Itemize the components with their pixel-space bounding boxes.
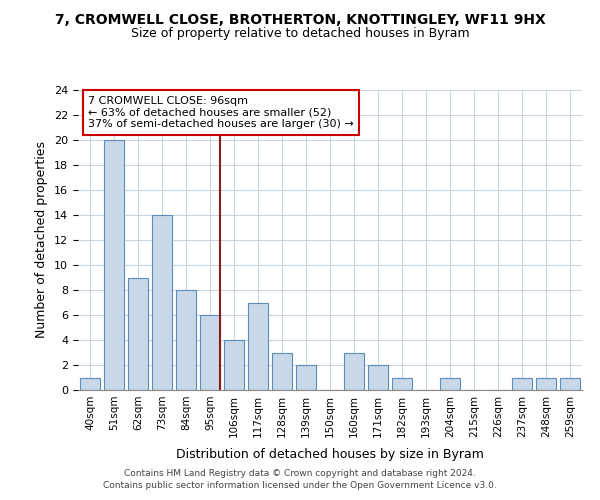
Bar <box>440 378 460 390</box>
Bar <box>248 302 268 390</box>
Bar <box>368 365 388 390</box>
Bar <box>224 340 244 390</box>
Bar <box>296 365 316 390</box>
Y-axis label: Number of detached properties: Number of detached properties <box>35 142 49 338</box>
Text: Contains HM Land Registry data © Crown copyright and database right 2024.
Contai: Contains HM Land Registry data © Crown c… <box>103 468 497 490</box>
Bar <box>272 352 292 390</box>
Bar <box>512 378 532 390</box>
Bar <box>104 140 124 390</box>
Bar <box>536 378 556 390</box>
Bar <box>200 315 220 390</box>
Bar <box>128 278 148 390</box>
Bar <box>152 215 172 390</box>
Bar <box>392 378 412 390</box>
Bar <box>344 352 364 390</box>
Text: 7 CROMWELL CLOSE: 96sqm
← 63% of detached houses are smaller (52)
37% of semi-de: 7 CROMWELL CLOSE: 96sqm ← 63% of detache… <box>88 96 354 129</box>
Text: Size of property relative to detached houses in Byram: Size of property relative to detached ho… <box>131 28 469 40</box>
Text: 7, CROMWELL CLOSE, BROTHERTON, KNOTTINGLEY, WF11 9HX: 7, CROMWELL CLOSE, BROTHERTON, KNOTTINGL… <box>55 12 545 26</box>
Bar <box>80 378 100 390</box>
Bar <box>560 378 580 390</box>
X-axis label: Distribution of detached houses by size in Byram: Distribution of detached houses by size … <box>176 448 484 461</box>
Bar <box>176 290 196 390</box>
